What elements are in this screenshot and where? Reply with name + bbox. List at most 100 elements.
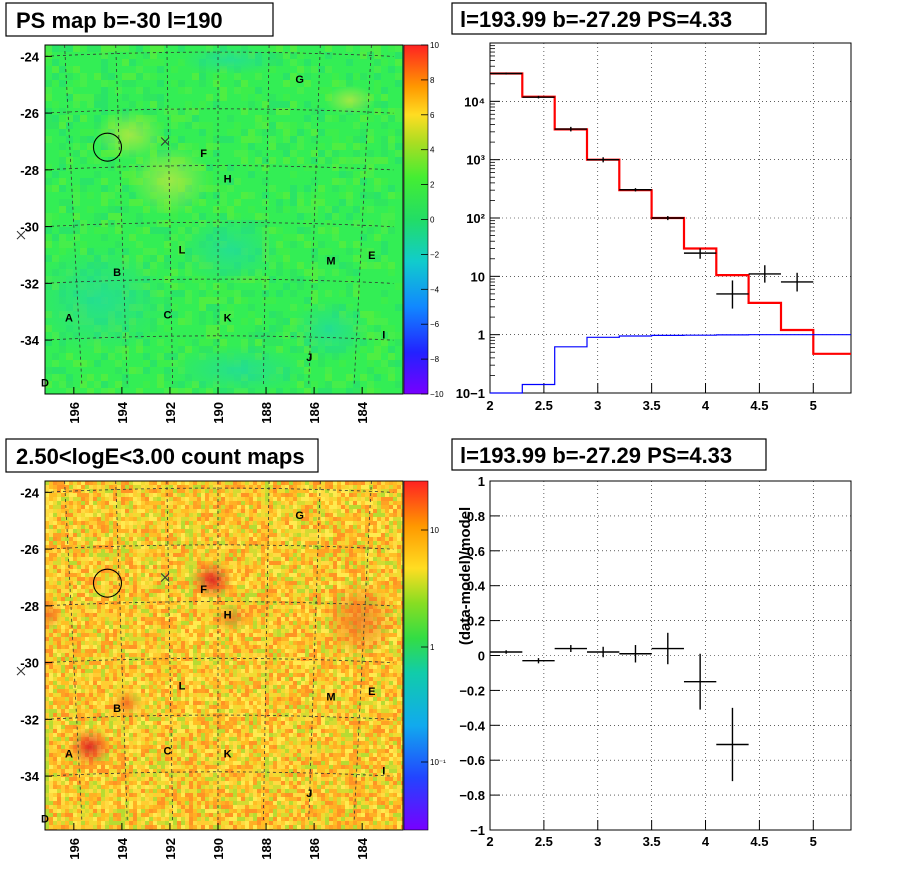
spectrum-title-box — [451, 2, 767, 35]
colorbar-tick-label: −2 — [430, 250, 440, 259]
x-tick-label: 192 — [163, 402, 178, 424]
y-tick-label: −1 — [470, 823, 485, 838]
y-tick-label: -26 — [20, 106, 39, 121]
source-label-E: E — [368, 250, 375, 262]
source-label-K: K — [224, 312, 232, 324]
y-tick-label: −0.8 — [459, 788, 485, 803]
colorbar-tick-label: −10 — [430, 390, 444, 399]
x-tick-label: 190 — [211, 838, 226, 860]
count-map-colorbar-ticks: 10 1 10⁻¹ — [421, 526, 446, 767]
ps-map-title: PS map b=-30 l=190 — [16, 8, 223, 33]
map-meridian — [308, 45, 321, 386]
y-tick-label: 1 — [478, 328, 485, 343]
x-tick-label: 3.5 — [643, 398, 661, 413]
source-label-C: C — [164, 746, 172, 758]
data-point — [716, 280, 749, 309]
x-tick-label: 194 — [115, 401, 130, 423]
y-tick-label: 1 — [478, 474, 485, 489]
map-parallel — [45, 221, 394, 228]
source-circle-marker — [92, 568, 123, 598]
data-point — [586, 157, 620, 163]
colorbar-tick-label: 2 — [430, 181, 435, 190]
cross-marker — [160, 137, 170, 146]
x-tick-label: 188 — [259, 838, 274, 860]
map-parallel — [45, 165, 394, 171]
map-parallel — [45, 771, 394, 777]
source-label-J: J — [306, 788, 312, 800]
y-tick-label: −0.4 — [459, 718, 485, 733]
source-label-F: F — [200, 148, 207, 160]
cross-marker — [160, 573, 170, 582]
y-tick-label: 10³ — [466, 153, 485, 168]
ps-map-sources: G F H L M E B A C K I J D — [16, 74, 385, 390]
x-tick-label: 186 — [307, 402, 322, 424]
x-tick-label: 192 — [163, 838, 178, 860]
y-tick-label: 0.6 — [467, 544, 485, 559]
count-map-colorbar — [403, 480, 429, 831]
ps-map-title-box — [5, 2, 274, 37]
residual-point — [490, 650, 523, 654]
x-tick-label: 186 — [307, 838, 322, 860]
cross-marker — [16, 230, 26, 240]
y-tick-label: -26 — [20, 542, 39, 557]
source-label-B: B — [113, 267, 121, 279]
count-map-x-axis: 196 194 192 190 188 186 184 — [67, 823, 370, 860]
map-parallel — [45, 278, 394, 284]
residual-panel: l=193.99 b=-27.29 PS=4.33 2 2.5 3 3.5 4 4.5 5 1… — [451, 438, 852, 849]
y-tick-label: -34 — [20, 333, 40, 348]
colorbar-tick-label: 4 — [430, 146, 435, 155]
y-tick-label: -32 — [20, 276, 39, 291]
count-map-title: 2.50<logE<3.00 count maps — [16, 444, 305, 469]
y-tick-label: -28 — [20, 163, 39, 178]
y-tick-label: 10² — [466, 211, 485, 226]
source-label-F: F — [200, 584, 207, 596]
map-parallel — [45, 335, 394, 341]
residual-ylabel: (data-model)/model — [457, 507, 474, 645]
data-point — [554, 126, 587, 132]
x-tick-label: 196 — [67, 402, 82, 424]
map-parallel — [45, 51, 394, 57]
map-meridian — [166, 481, 173, 822]
map-parallel — [45, 714, 394, 720]
x-tick-label: 3 — [594, 398, 601, 413]
x-tick-label: 194 — [115, 837, 130, 859]
ps-map-colorbar-ticks: 10 8 6 4 2 0 −2 −4 −6 −8 −10 — [421, 41, 444, 399]
source-label-E: E — [368, 686, 375, 698]
source-label-I: I — [382, 329, 385, 341]
data-point — [490, 72, 523, 75]
count-map-title-box — [5, 438, 319, 473]
source-label-C: C — [164, 310, 172, 322]
source-circle-marker — [92, 132, 123, 162]
colorbar-tick-label: 10 — [430, 526, 439, 535]
x-tick-label: 184 — [355, 401, 370, 423]
map-parallel — [45, 657, 394, 664]
data-point — [651, 216, 684, 221]
y-tick-label: -30 — [20, 656, 39, 671]
map-meridian — [353, 481, 372, 822]
y-tick-label: 10 — [471, 269, 485, 284]
colorbar-tick-label: 10 — [430, 41, 439, 50]
source-label-I: I — [382, 765, 385, 777]
source-label-K: K — [224, 748, 232, 760]
x-tick-label: 2 — [486, 834, 493, 849]
residual-point — [683, 653, 717, 710]
residual-point — [586, 646, 620, 658]
y-tick-label: −0.2 — [459, 683, 485, 698]
source-label-B: B — [113, 703, 121, 715]
source-label-A: A — [65, 312, 73, 324]
map-parallel — [45, 601, 394, 607]
count-map-sources: G F H L M E B A C K I J D — [16, 510, 385, 826]
spectrum-panel: l=193.99 b=-27.29 PS=4.33 2 2.5 3 3.5 4 4.5 5 1… — [451, 2, 852, 413]
residual-title: l=193.99 b=-27.29 PS=4.33 — [460, 443, 732, 468]
x-tick-label: 196 — [67, 838, 82, 860]
colorbar-tick-label: 10⁻¹ — [430, 758, 446, 767]
x-tick-label: 5 — [810, 398, 817, 413]
source-label-M: M — [326, 256, 335, 268]
y-tick-label: 0 — [478, 649, 485, 664]
data-point — [619, 188, 652, 192]
colorbar-tick-label: −8 — [430, 355, 440, 364]
source-label-D: D — [41, 378, 49, 390]
residual-point — [554, 645, 587, 653]
